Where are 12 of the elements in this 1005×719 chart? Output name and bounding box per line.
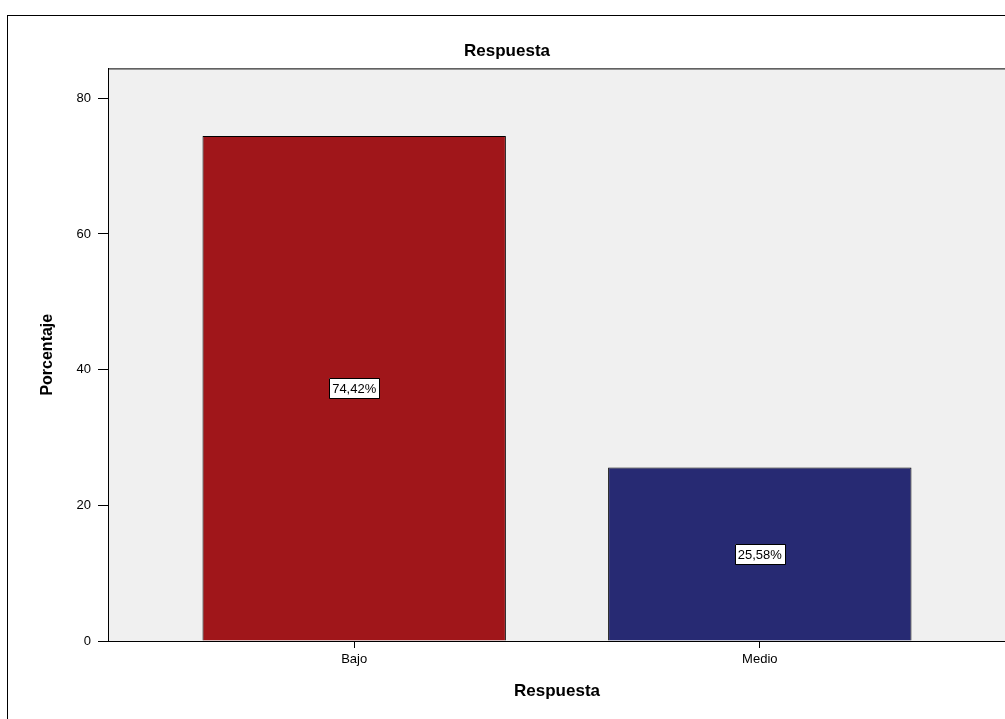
data-label: 74,42% [332, 380, 377, 396]
x-tick-label: Medio [742, 651, 778, 667]
y-tick-label: 60 [76, 225, 91, 241]
y-tick-label: 20 [76, 496, 91, 512]
data-label: 25,58% [737, 546, 783, 562]
y-tick-label: 80 [76, 89, 91, 105]
x-tick-label: Bajo [341, 651, 368, 667]
y-tick-label: 40 [76, 361, 91, 377]
y-axis-title: Porcentaje [38, 313, 56, 396]
x-axis-title: Respuesta [514, 681, 601, 701]
y-tick-label: 0 [83, 632, 91, 648]
chart-title: Respuesta [464, 40, 551, 60]
